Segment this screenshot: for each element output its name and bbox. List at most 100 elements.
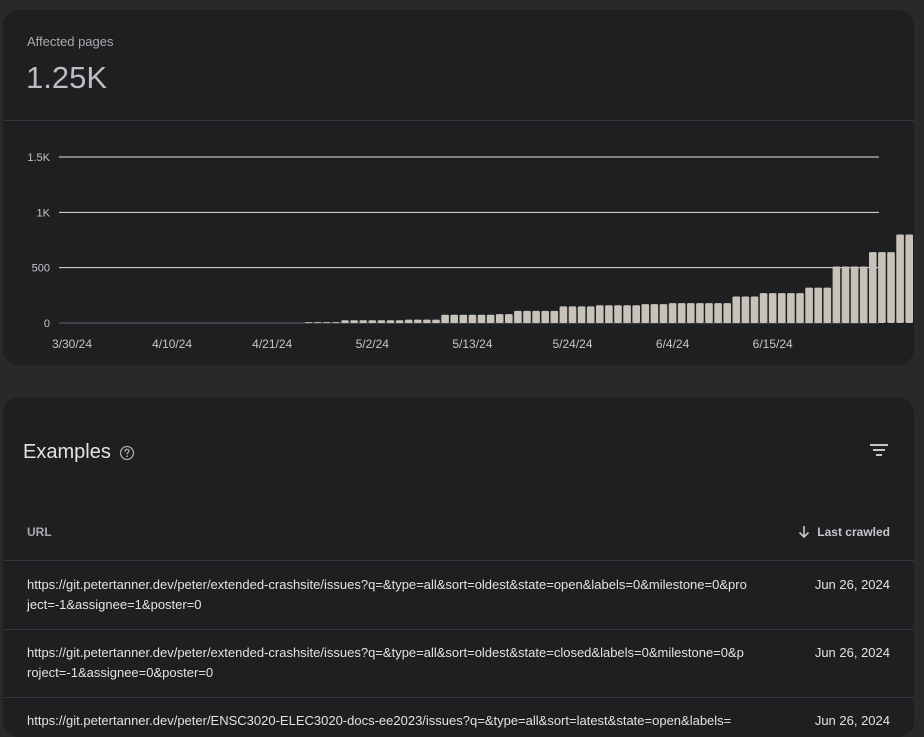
chart-bar[interactable] [341,320,349,323]
last-crawled-label: Last crawled [817,525,890,539]
chart-bar[interactable] [477,314,486,323]
last-crawled-column-header[interactable]: Last crawled [798,525,890,539]
chart-bar[interactable] [869,252,877,323]
y-tick-label: 0 [44,318,50,330]
chart-bar[interactable] [814,287,822,323]
row-last-crawled: Jun 26, 2024 [814,577,890,592]
chart-bar[interactable] [450,314,458,323]
chart-bar[interactable] [505,314,513,323]
chart-bar[interactable] [878,252,886,323]
x-tick-label: 5/24/24 [552,337,592,351]
x-tick-label: 5/2/24 [356,337,390,351]
chart-bar[interactable] [832,266,841,323]
chart-bar[interactable] [605,305,613,323]
chart-bar[interactable] [486,314,495,323]
chart-bar[interactable] [905,234,913,323]
chart-bar[interactable] [796,293,804,323]
row-url: https://git.petertanner.dev/peter/ENSC30… [27,713,732,728]
chart-bar[interactable] [696,303,704,323]
chart-bar[interactable] [823,287,832,323]
arrow-down-icon [799,526,810,539]
chart-bar[interactable] [623,305,631,323]
chart-bar[interactable] [550,310,559,323]
chart-bar[interactable] [614,305,622,323]
url-column-header[interactable]: URL [27,525,52,539]
chart-bar[interactable] [887,252,895,323]
chart-bar[interactable] [532,310,540,323]
chart-bar[interactable] [577,306,586,323]
chart-bar[interactable] [495,314,504,323]
chart-bar[interactable] [586,306,595,323]
chart-bar[interactable] [368,320,377,323]
row-url: https://git.petertanner.dev/peter/extend… [27,577,747,612]
chart-bar[interactable] [723,303,731,323]
chart-bar[interactable] [523,310,531,323]
table-row[interactable]: https://git.petertanner.dev/peter/extend… [3,562,914,630]
y-tick-label: 1K [37,207,51,219]
row-url: https://git.petertanner.dev/peter/extend… [27,645,744,680]
affected-pages-value: 1.25K [26,60,108,95]
chart-bar[interactable] [386,320,395,323]
x-tick-label: 3/30/24 [52,337,92,351]
chart-bar[interactable] [541,310,549,323]
affected-pages-chart: 1.5K 1K 500 03/30/24 4/10/24 4/21/24 5/2/24 5/1… [27,152,913,351]
chart-bar[interactable] [850,266,859,323]
chart-bar[interactable] [741,296,750,323]
chart-bar[interactable] [768,293,777,323]
examples-title: Examples [23,441,111,463]
chart-bar[interactable] [359,320,367,323]
chart-bar[interactable] [641,304,650,323]
chart-bar[interactable] [732,296,741,323]
chart-bar[interactable] [514,310,522,323]
chart-bar[interactable] [714,303,722,323]
chart-bar[interactable] [414,319,422,323]
chart-bar[interactable] [304,322,313,323]
filter-list-icon[interactable] [869,442,889,458]
chart-bar[interactable] [632,305,640,323]
chart-bar[interactable] [778,293,786,323]
x-tick-label: 4/21/24 [252,337,292,351]
chart-bar[interactable] [659,304,668,323]
chart-bar[interactable] [596,305,604,323]
x-tick-label: 6/15/24 [753,337,793,351]
help-circle-icon[interactable] [119,445,135,461]
chart-bar[interactable] [750,296,759,323]
chart-bar[interactable] [350,320,358,323]
chart-bar[interactable] [668,303,677,323]
affected-pages-label: Affected pages [27,34,114,49]
chart-bar[interactable] [705,303,713,323]
chart-bar[interactable] [423,319,431,323]
table-header: URL Last crawled [3,507,914,561]
chart-bar[interactable] [859,266,868,323]
chart-bar[interactable] [441,314,449,323]
chart-bar[interactable] [650,304,659,323]
chart-bar[interactable] [459,314,468,323]
chart-bar[interactable] [395,320,404,323]
affected-pages-card: Affected pages 1.25K 1.5K 1K 500 0 3/30/24 4/… [3,10,914,365]
chart-bar[interactable] [323,322,331,323]
chart-bar[interactable] [677,303,686,323]
row-last-crawled: Jun 26, 2024 [814,645,890,660]
table-row[interactable]: https://git.petertanner.dev/peter/extend… [3,630,914,698]
chart-bar[interactable] [787,293,795,323]
chart-bar[interactable] [432,319,440,323]
examples-card: Examples URL Last crawled https://git.pe… [3,397,914,737]
chart-bar[interactable] [332,322,340,323]
x-tick-label: 6/4/24 [656,337,690,351]
chart-bar[interactable] [559,306,568,323]
chart-bar[interactable] [377,320,386,323]
y-tick-label: 500 [32,263,50,275]
chart-bar[interactable] [687,303,695,323]
chart-bar[interactable] [313,322,322,323]
chart-bar[interactable] [805,287,813,323]
chart-bar[interactable] [568,306,577,323]
affected-pages-summary: Affected pages 1.25K [3,10,914,121]
chart-bar[interactable] [896,234,904,323]
chart-bar[interactable] [841,266,850,323]
chart-bar[interactable] [468,314,477,323]
chart-bar[interactable] [759,293,768,323]
y-tick-label: 1.5K [27,152,50,164]
x-tick-label: 4/10/24 [152,337,192,351]
chart-bar[interactable] [404,319,413,323]
row-last-crawled: Jun 26, 2024 [814,713,890,728]
